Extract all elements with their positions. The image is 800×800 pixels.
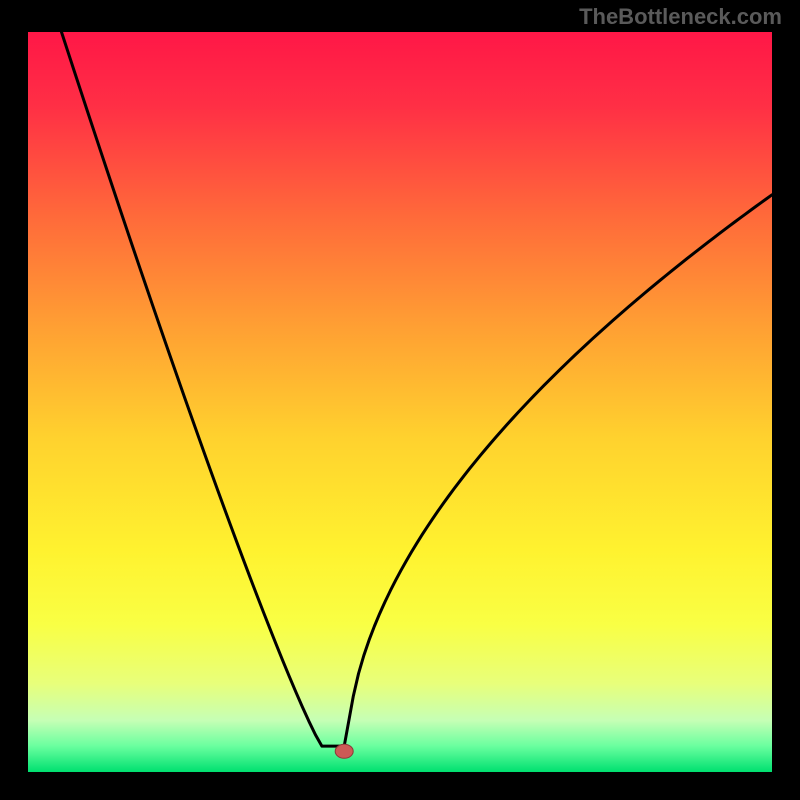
chart-background bbox=[28, 32, 772, 772]
chart-plot-area bbox=[28, 32, 772, 772]
watermark-text: TheBottleneck.com bbox=[579, 4, 782, 30]
chart-svg bbox=[28, 32, 772, 772]
minimum-marker bbox=[335, 744, 353, 758]
